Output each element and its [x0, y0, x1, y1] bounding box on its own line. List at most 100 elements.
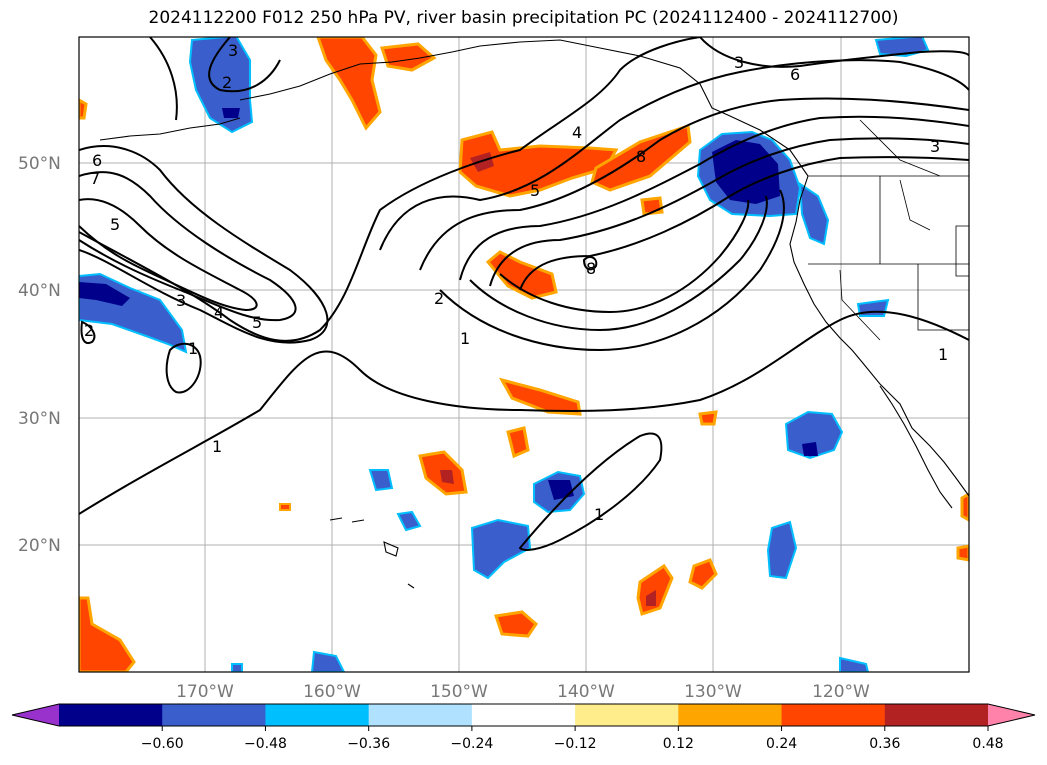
- hawaii-islands: [329, 517, 415, 589]
- precip-patch: [310, 650, 346, 672]
- colorbar-tick-label: 0.36: [869, 736, 900, 752]
- precip-patch: [379, 42, 437, 72]
- lat-label-20n: 20°N: [18, 536, 61, 556]
- colorbar-tick-label: −0.48: [244, 736, 287, 752]
- colorbar-swatch: [884, 704, 989, 726]
- contour-label: 6: [92, 151, 102, 170]
- contour-label: 4: [214, 303, 224, 322]
- state-borders: [808, 176, 969, 341]
- precip-patch: [470, 518, 532, 580]
- colorbar-swatch: [162, 704, 266, 726]
- precip-patch: [79, 596, 136, 672]
- colorbar-swatch: [471, 704, 576, 726]
- colorbar-extend-high: [988, 704, 1035, 726]
- pv-contour-inner-loop2: [469, 195, 768, 332]
- contour-label: 8: [586, 259, 596, 278]
- pv-contours: [79, 37, 969, 551]
- alaska-coast: [239, 39, 601, 101]
- lon-label-120w: 120°W: [812, 682, 870, 702]
- contour-label: 3: [734, 53, 744, 72]
- colorbar-swatch: [575, 704, 679, 726]
- precip-patch: [960, 492, 969, 522]
- precip-patch: [279, 503, 291, 511]
- pv-contour-ne: [699, 37, 969, 68]
- precip-patch: [231, 663, 243, 672]
- lat-label-50n: 50°N: [18, 154, 61, 174]
- colorbar-swatch: [265, 704, 370, 726]
- contour-label: 3: [228, 41, 238, 60]
- contour-label: 1: [460, 329, 470, 348]
- precip-patch: [494, 610, 538, 638]
- north-america-coast: [599, 47, 969, 497]
- colorbar-swatch: [781, 704, 886, 726]
- pv-contour-west-3: [79, 198, 258, 312]
- precip-patch: [698, 410, 718, 426]
- pv-contour-1: [79, 310, 969, 515]
- precip-patch: [368, 469, 394, 492]
- pv-contour-w-small: [80, 320, 96, 344]
- contour-label: 1: [188, 339, 198, 358]
- colorbar-extend-low: [12, 704, 59, 726]
- contour-label: 7: [90, 169, 100, 188]
- contour-label: 5: [110, 215, 120, 234]
- pv-contour-west-1: [79, 145, 329, 344]
- precip-positive-areas: [79, 37, 969, 672]
- precip-core: [222, 108, 240, 118]
- pv-contour-6: [519, 156, 969, 291]
- precip-core: [470, 152, 494, 172]
- longitude-labels: 170°W 160°W 150°W 140°W 130°W 120°W: [176, 682, 870, 702]
- colorbar-tick-labels: −0.60 −0.48 −0.36 −0.24 −0.12 0.12 0.24 0.36 0.4…: [141, 726, 1004, 752]
- precip-patch: [396, 510, 422, 532]
- precip-patch: [766, 520, 798, 580]
- precip-patch: [79, 98, 88, 120]
- colorbar-swatch: [59, 704, 163, 726]
- precip-patch: [956, 544, 969, 562]
- contour-label: 5: [252, 313, 262, 332]
- precip-negative-areas: [79, 37, 930, 672]
- pv-contour-inner-loop3: [499, 199, 750, 314]
- contour-label-group: 3 2 6 7 5 3 4 5 2 1 1 2 1 4 5 8 8 3 6 3 …: [84, 41, 948, 524]
- colorbar-tick-label: −0.60: [141, 736, 184, 752]
- precip-core: [712, 140, 780, 204]
- precip-patch: [839, 656, 870, 672]
- precip-patch: [506, 426, 530, 459]
- lon-label-140w: 140°W: [557, 682, 615, 702]
- pv-contour-2: [79, 37, 701, 342]
- pv-contour-4: [459, 115, 969, 281]
- lon-label-160w: 160°W: [303, 682, 361, 702]
- map-frame: [78, 36, 970, 673]
- colorbar-tick-label: 0.12: [663, 736, 694, 752]
- colorbar-tick-label: 0.24: [766, 736, 797, 752]
- lat-label-30n: 30°N: [18, 409, 61, 429]
- pv-contour-3: [419, 97, 969, 271]
- precip-patch: [688, 558, 718, 590]
- colorbar-tick-label: −0.12: [554, 736, 597, 752]
- pv-contour-west-2: [79, 171, 297, 322]
- contour-label: 2: [84, 321, 94, 340]
- precip-patch: [485, 250, 558, 300]
- precip-patch: [316, 37, 382, 131]
- pv-contour-north: [149, 37, 281, 121]
- pv-contour-5: [489, 137, 969, 287]
- colorbar-segments: [59, 704, 989, 726]
- precip-core: [802, 442, 818, 456]
- precip-patch: [590, 123, 692, 192]
- colorbar-tick-label: −0.36: [347, 736, 390, 752]
- lat-label-40n: 40°N: [18, 281, 61, 301]
- colorbar-swatch: [368, 704, 473, 726]
- pv-contour-1-loop: [165, 342, 202, 394]
- lon-label-150w: 150°W: [430, 682, 488, 702]
- colorbar-tick-label: −0.24: [450, 736, 493, 752]
- pv-contour-2b: [379, 59, 969, 251]
- baja-coast: [879, 385, 953, 509]
- lon-label-170w: 170°W: [176, 682, 234, 702]
- contour-label: 4: [572, 123, 582, 142]
- precip-core: [79, 282, 130, 306]
- contour-label: 3: [176, 291, 186, 310]
- map-title: 2024112200 F012 250 hPa PV, river basin …: [148, 8, 899, 28]
- pv-contour-1-tail: [518, 432, 663, 551]
- pv-contour-inner-loop: [439, 189, 785, 352]
- colorbar: −0.60 −0.48 −0.36 −0.24 −0.12 0.12 0.24 0.36 0.4…: [11, 703, 1036, 752]
- canada-provinces: [859, 119, 941, 231]
